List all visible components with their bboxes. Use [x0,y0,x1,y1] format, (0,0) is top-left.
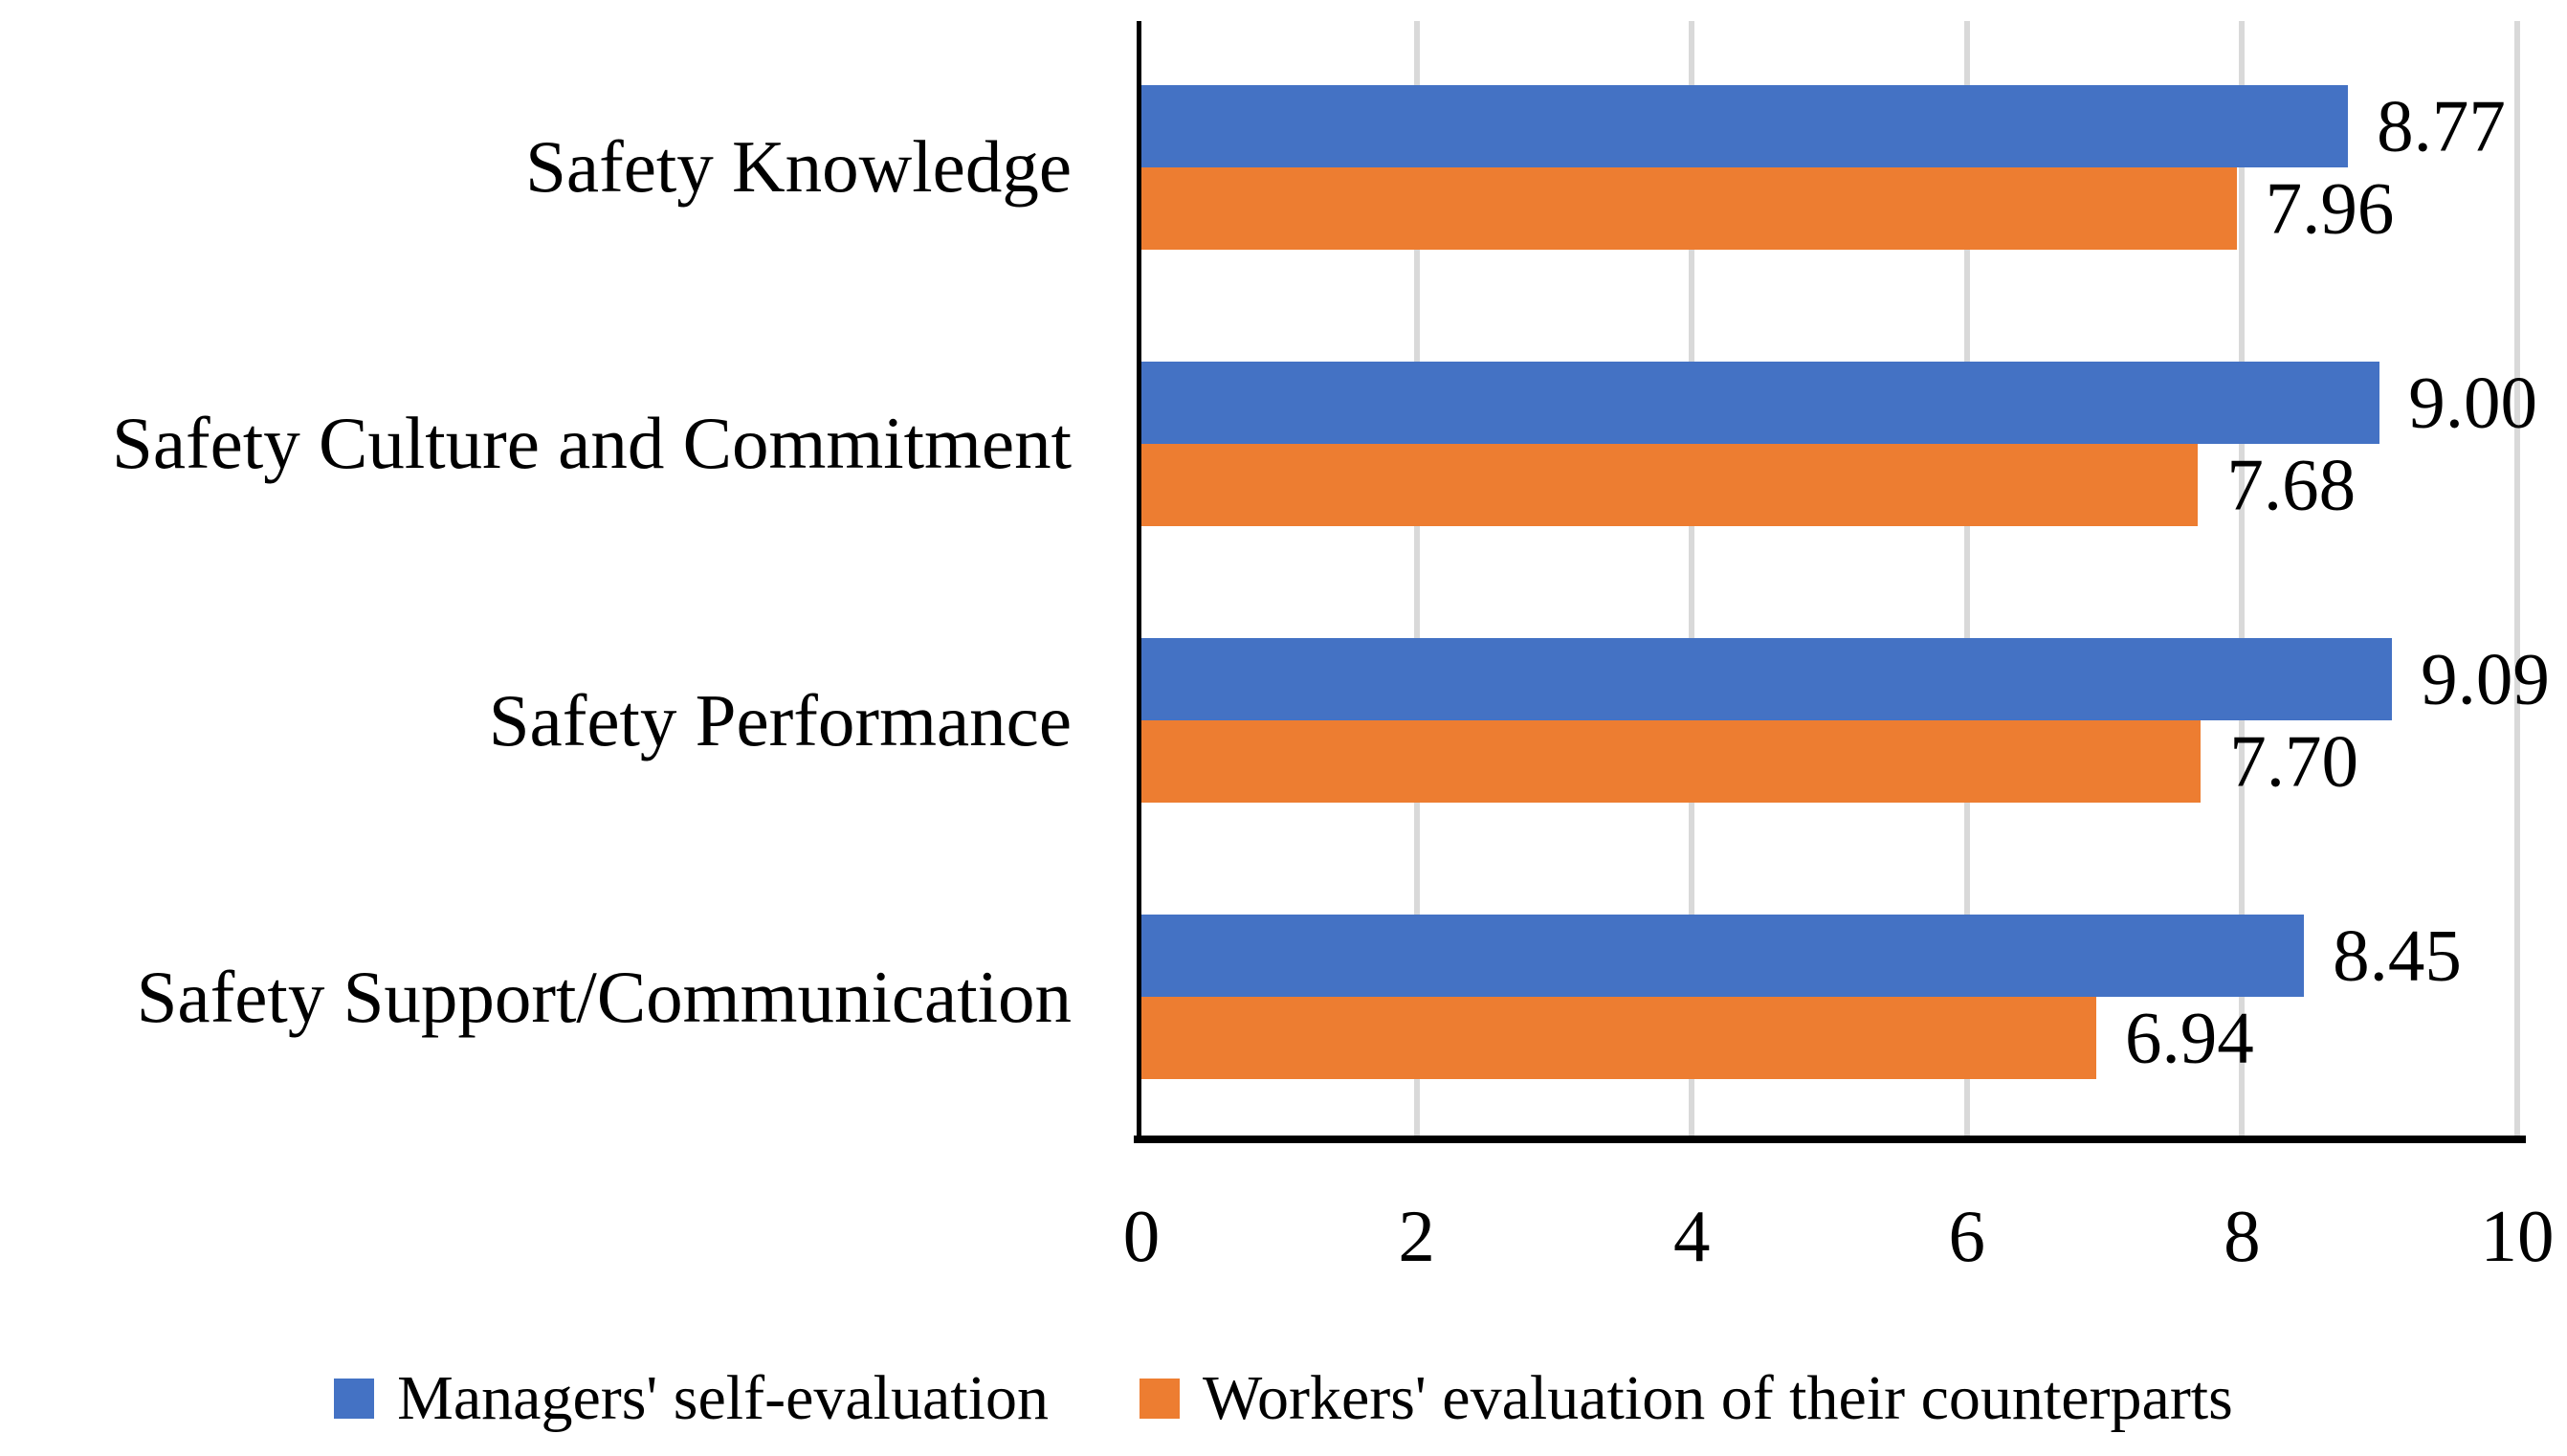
gridline [2239,21,2246,1136]
x-tick-label: 0 [1122,1195,1161,1277]
data-label: 8.45 [2333,914,2462,997]
legend-label: Workers' evaluation of their counterpart… [1202,1363,2233,1433]
x-tick-label: 4 [1672,1195,1711,1277]
legend-item-managers-self-evaluation: Managers' self-evaluation [334,1362,1049,1435]
bar-managers-self-evaluation: 8.45 [1141,915,2462,998]
legend: Managers' self-evaluation Workers' evalua… [0,1351,2567,1446]
x-tick-label: 10 [2480,1195,2555,1277]
bar-managers-self-evaluation: 8.77 [1141,84,2506,167]
data-label: 9.00 [2408,361,2537,444]
x-axis-line [1134,1136,2526,1143]
data-label: 7.70 [2229,719,2358,803]
bar-managers-self-evaluation: 9.00 [1141,361,2537,444]
legend-swatch-icon [334,1379,375,1419]
bar-managers-self-evaluation: 9.09 [1141,638,2550,721]
x-tick-label: 8 [2224,1195,2261,1277]
bar-group: 9.09 7.70 [1141,583,2550,859]
legend-swatch-icon [1139,1379,1180,1419]
data-label: 7.68 [2226,443,2357,526]
gridline [1963,21,1970,1136]
gridline [1413,21,1420,1136]
bar-workers-evaluation-of-counterparts: 7.96 [1141,166,2394,250]
data-label: 6.94 [2124,996,2254,1079]
bar-workers-evaluation-of-counterparts: 6.94 [1141,997,2254,1080]
data-label: 8.77 [2377,84,2506,167]
category-axis-labels: Safety Knowledge Safety Culture and Commi… [0,29,1100,1136]
bar-workers-evaluation-of-counterparts: 7.70 [1141,720,2358,804]
x-tick-label: 2 [1398,1195,1435,1277]
data-label: 9.09 [2421,637,2550,720]
x-tick-label: 6 [1948,1195,1986,1277]
bar-workers-evaluation-of-counterparts: 7.68 [1141,443,2356,526]
category-label: Safety Knowledge [525,125,1072,209]
plot-area: 8.77 7.96 9.00 7.68 9.09 7.70 8.45 6.94 [1141,21,2550,1136]
x-axis-ticks: 0 2 4 6 8 10 [1123,1188,2555,1284]
data-label: 7.96 [2265,166,2395,250]
legend-label: Managers' self-evaluation [397,1363,1049,1433]
legend-item-workers-evaluation-of-counterparts: Workers' evaluation of their counterpart… [1139,1362,2233,1435]
bar-group: 8.77 7.96 [1141,29,2517,305]
y-axis-line [1137,21,1141,1143]
category-label: Safety Culture and Commitment [112,402,1072,485]
bar-group: 8.45 6.94 [1141,859,2517,1136]
category-label: Safety Support/Communication [136,955,1072,1038]
bar-group: 9.00 7.68 [1141,305,2537,582]
gridline [2514,21,2520,1136]
category-label: Safety Performance [488,678,1072,761]
gridline [1689,21,1695,1136]
